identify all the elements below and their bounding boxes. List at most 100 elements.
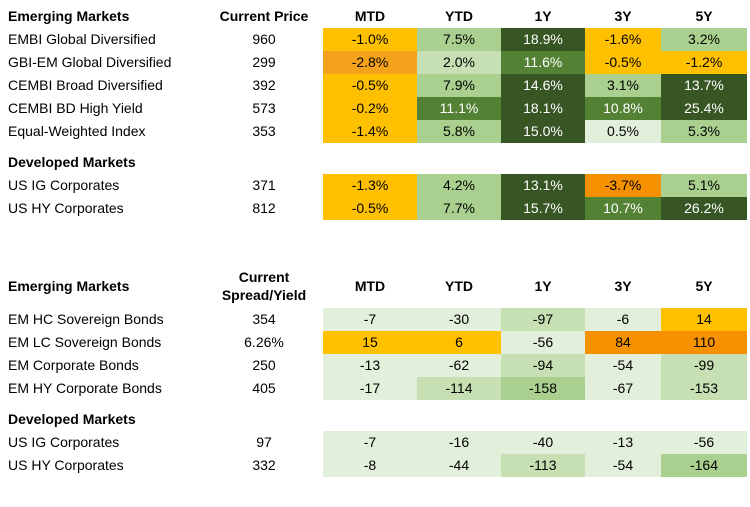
3y-cell: 3.1% — [585, 74, 661, 97]
table-row: CEMBI BD High Yield 573 -0.2% 11.1% 18.1… — [0, 97, 747, 120]
current-price: 299 — [252, 54, 276, 70]
5y-cell: -164 — [661, 454, 747, 477]
ytd-cell: -16 — [417, 431, 501, 454]
column-header-3y: 3Y — [614, 8, 632, 24]
column-header-5y: 5Y — [695, 278, 713, 294]
mtd-cell: -13 — [323, 354, 417, 377]
current-spread: 6.26% — [244, 334, 284, 350]
5y-cell: -1.2% — [661, 51, 747, 74]
section-row: Developed Markets — [0, 408, 747, 431]
current-price: 371 — [252, 177, 276, 193]
3y-cell: -3.7% — [585, 174, 661, 197]
5y-cell: -56 — [661, 431, 747, 454]
table-row: EM LC Sovereign Bonds 6.26% 15 6 -56 84 … — [0, 331, 747, 354]
row-label: EM HC Sovereign Bonds — [8, 311, 164, 327]
row-label: CEMBI BD High Yield — [8, 100, 143, 116]
ytd-cell: 5.8% — [417, 120, 501, 143]
spread-change-table: Emerging Markets Current Spread/Yield MT… — [0, 264, 747, 477]
current-spread: 97 — [256, 434, 272, 450]
5y-cell: 26.2% — [661, 197, 747, 220]
column-header-current-spread-yield: Current Spread/Yield — [205, 264, 323, 308]
row-label: US IG Corporates — [8, 434, 120, 450]
table-row: EMBI Global Diversified 960 -1.0% 7.5% 1… — [0, 28, 747, 51]
1y-cell: 15.0% — [501, 120, 585, 143]
3y-cell: -1.6% — [585, 28, 661, 51]
header-line: Spread/Yield — [221, 287, 307, 303]
column-header-1y: 1Y — [534, 8, 552, 24]
table-row: US IG Corporates 371 -1.3% 4.2% 13.1% -3… — [0, 174, 747, 197]
mtd-cell: -1.3% — [323, 174, 417, 197]
5y-cell: 110 — [661, 331, 747, 354]
table-row: GBI-EM Global Diversified 299 -2.8% 2.0%… — [0, 51, 747, 74]
1y-cell: -40 — [501, 431, 585, 454]
table-row: US HY Corporates 332 -8 -44 -113 -54 -16… — [0, 454, 747, 477]
row-label: US HY Corporates — [8, 457, 124, 473]
ytd-cell: 4.2% — [417, 174, 501, 197]
mtd-cell: -2.8% — [323, 51, 417, 74]
1y-cell: 13.1% — [501, 174, 585, 197]
section-header-emerging-markets: Emerging Markets — [8, 278, 130, 294]
current-price: 573 — [252, 100, 276, 116]
ytd-cell: 11.1% — [417, 97, 501, 120]
price-table-header-row: Emerging Markets Current Price MTD YTD 1… — [0, 5, 747, 28]
3y-cell: -67 — [585, 377, 661, 400]
5y-cell: 13.7% — [661, 74, 747, 97]
current-spread: 332 — [252, 457, 276, 473]
column-header-mtd: MTD — [354, 8, 386, 24]
5y-cell: 14 — [661, 308, 747, 331]
mtd-cell: 15 — [323, 331, 417, 354]
column-header-1y: 1Y — [534, 278, 552, 294]
ytd-cell: 2.0% — [417, 51, 501, 74]
column-header-ytd: YTD — [445, 278, 473, 294]
3y-cell: -0.5% — [585, 51, 661, 74]
current-price: 392 — [252, 77, 276, 93]
table-row: Equal-Weighted Index 353 -1.4% 5.8% 15.0… — [0, 120, 747, 143]
table-row: US HY Corporates 812 -0.5% 7.7% 15.7% 10… — [0, 197, 747, 220]
ytd-cell: 7.7% — [417, 197, 501, 220]
section-header-emerging-markets: Emerging Markets — [8, 8, 130, 24]
1y-cell: -158 — [501, 377, 585, 400]
column-header-current-price: Current Price — [219, 8, 309, 24]
ytd-cell: -62 — [417, 354, 501, 377]
section-row: Developed Markets — [0, 151, 747, 174]
5y-cell: -99 — [661, 354, 747, 377]
header-line: Current — [238, 269, 290, 285]
5y-cell: 25.4% — [661, 97, 747, 120]
current-spread: 354 — [252, 311, 276, 327]
ytd-cell: 6 — [417, 331, 501, 354]
current-price: 960 — [252, 31, 276, 47]
1y-cell: 15.7% — [501, 197, 585, 220]
row-label: US IG Corporates — [8, 177, 120, 193]
row-label: EMBI Global Diversified — [8, 31, 156, 47]
5y-cell: 3.2% — [661, 28, 747, 51]
3y-cell: -54 — [585, 454, 661, 477]
1y-cell: -56 — [501, 331, 585, 354]
1y-cell: 18.1% — [501, 97, 585, 120]
3y-cell: -13 — [585, 431, 661, 454]
ytd-cell: -44 — [417, 454, 501, 477]
1y-cell: 18.9% — [501, 28, 585, 51]
5y-cell: 5.1% — [661, 174, 747, 197]
3y-cell: -6 — [585, 308, 661, 331]
ytd-cell: 7.5% — [417, 28, 501, 51]
current-price: 812 — [252, 200, 276, 216]
row-label: EM LC Sovereign Bonds — [8, 334, 162, 350]
mtd-cell: -1.0% — [323, 28, 417, 51]
mtd-cell: -1.4% — [323, 120, 417, 143]
row-label: US HY Corporates — [8, 200, 124, 216]
current-price: 353 — [252, 123, 276, 139]
mtd-cell: -7 — [323, 308, 417, 331]
column-header-5y: 5Y — [695, 8, 713, 24]
1y-cell: -97 — [501, 308, 585, 331]
ytd-cell: -114 — [417, 377, 501, 400]
column-header-3y: 3Y — [614, 278, 632, 294]
3y-cell: -54 — [585, 354, 661, 377]
5y-cell: 5.3% — [661, 120, 747, 143]
current-spread: 405 — [252, 380, 276, 396]
1y-cell: -94 — [501, 354, 585, 377]
mtd-cell: -0.2% — [323, 97, 417, 120]
3y-cell: 10.8% — [585, 97, 661, 120]
3y-cell: 10.7% — [585, 197, 661, 220]
column-header-mtd: MTD — [354, 278, 386, 294]
ytd-cell: -30 — [417, 308, 501, 331]
